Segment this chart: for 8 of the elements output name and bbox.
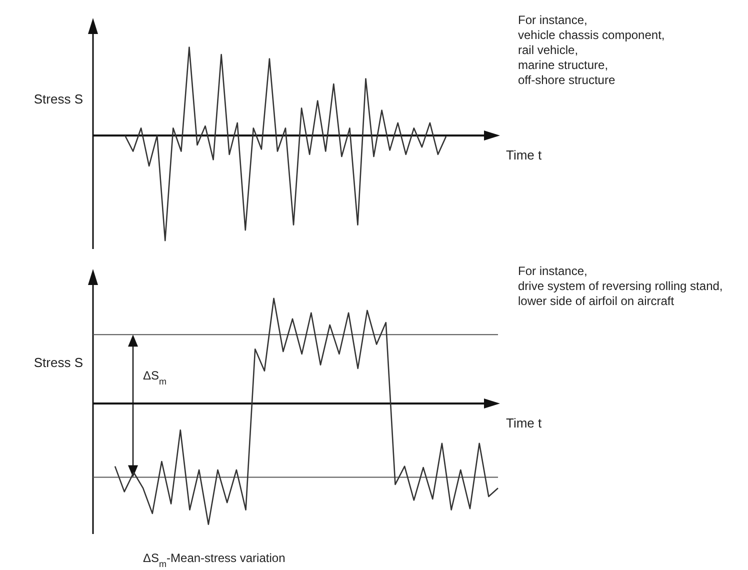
y-axis-title: Stress S [34, 92, 84, 107]
text: ΔS$_{m}$-Mean-stress variation [143, 551, 286, 569]
annotation: ΔS$_{m}$ [143, 368, 167, 387]
x-axis-title: Time t [506, 148, 542, 162]
text: For instance, drive system of reversing rolling stand, lower side of airfoil on aircraft [518, 264, 723, 308]
x-axis-title: Time t [506, 416, 542, 430]
text: For instance, vehicle chassis component, rail vehicle, marine structure, off-shore structure [518, 13, 665, 87]
y-axis-title: Stress S [34, 354, 84, 370]
